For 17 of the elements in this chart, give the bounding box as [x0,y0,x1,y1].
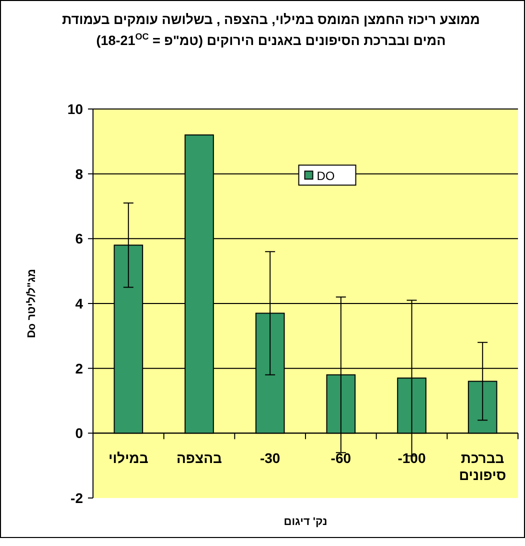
y-tick-label: 4 [75,296,84,312]
y-tick-label: 10 [67,101,84,117]
legend: DO [298,164,356,186]
x-tick-label: בהצפה [176,450,222,466]
y-tick-label: 0 [75,425,84,442]
x-tick-label: -100 [398,450,426,466]
x-tick-label: -30 [260,450,280,466]
x-tick-label: -60 [330,450,352,466]
y-tick-label: -2 [70,490,84,506]
y-axis-title: מג"ל/ליטר Do [26,268,38,338]
y-tick-label: 8 [75,166,84,182]
x-axis-title: נק' דיגום [284,516,328,528]
x-tick-label: בברכת סיפונים [459,450,506,484]
y-tick-label: 2 [75,360,84,376]
legend-label: DO [316,169,335,184]
y-tick-label: 6 [75,230,84,247]
x-tick-label: במילוי [108,450,148,466]
